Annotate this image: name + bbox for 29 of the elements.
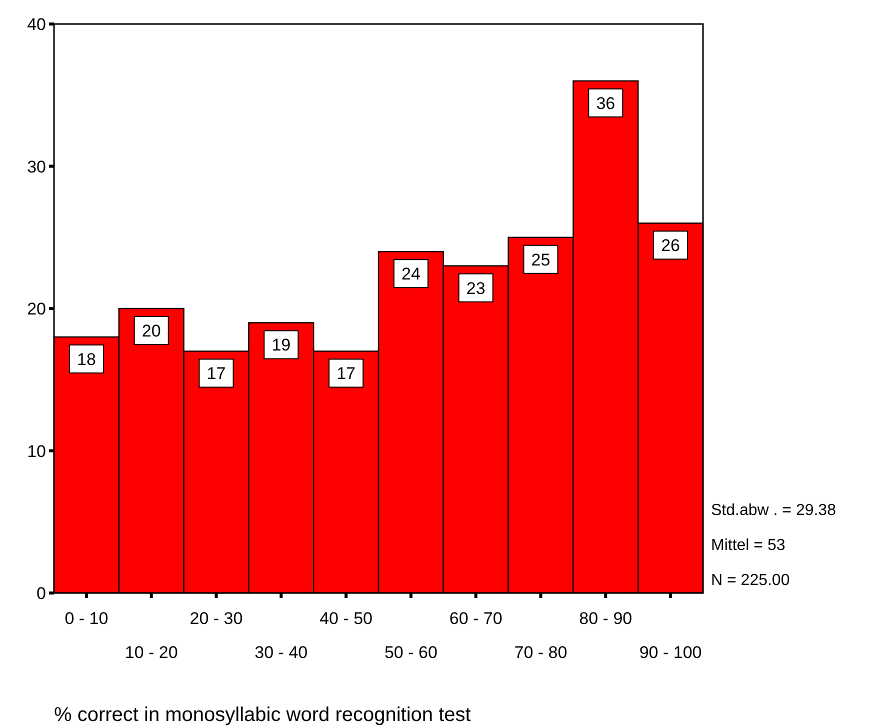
y-tick-label: 10 bbox=[27, 442, 46, 461]
x-tick-label: 60 - 70 bbox=[449, 609, 502, 628]
x-tick-label: 40 - 50 bbox=[320, 609, 373, 628]
x-tick-label: 50 - 60 bbox=[384, 643, 438, 662]
y-tick-label: 40 bbox=[27, 15, 46, 34]
y-tick-label: 20 bbox=[27, 300, 46, 318]
y-tick-label: 30 bbox=[27, 157, 46, 176]
x-tick-label: 70 - 80 bbox=[514, 643, 568, 662]
x-tick-label: 80 - 90 bbox=[579, 609, 632, 628]
x-tick-label: 20 - 30 bbox=[190, 609, 243, 628]
y-tick-label: 0 bbox=[36, 584, 46, 603]
data-label: 25 bbox=[531, 250, 550, 270]
x-axis-title: % correct in monosyllabic word recognition test bbox=[54, 704, 472, 726]
x-tick-label: 30 - 40 bbox=[254, 643, 308, 662]
x-tick-label: 10 - 20 bbox=[124, 643, 178, 662]
data-label: 17 bbox=[336, 364, 356, 384]
data-label: 26 bbox=[661, 236, 680, 256]
data-label: 17 bbox=[206, 364, 226, 384]
text: N = 225.00 bbox=[711, 572, 790, 589]
data-label: 23 bbox=[466, 278, 486, 298]
data-label: 19 bbox=[272, 336, 291, 355]
data-label: 20 bbox=[142, 322, 161, 340]
text: Std.abw . = 29.38 bbox=[711, 502, 836, 519]
x-tick-label: 0 - 10 bbox=[64, 609, 108, 628]
data-label: 18 bbox=[76, 350, 96, 369]
data-label: 36 bbox=[596, 94, 616, 113]
text: Mittel = 53 bbox=[711, 537, 786, 554]
x-tick-label: 90 - 100 bbox=[639, 643, 702, 662]
data-label: 24 bbox=[401, 264, 420, 284]
